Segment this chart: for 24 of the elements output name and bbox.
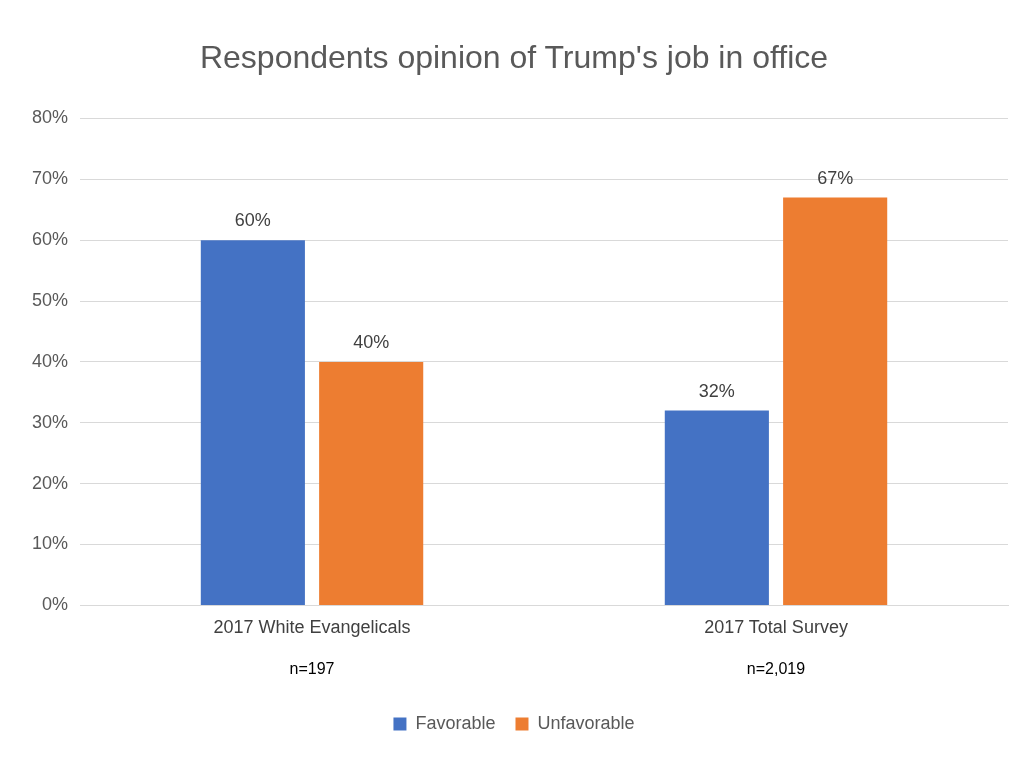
bar: [783, 197, 888, 605]
bar: [200, 240, 305, 605]
y-tick-label: 0%: [42, 594, 69, 615]
chart-title: Respondents opinion of Trump's job in office: [199, 39, 829, 76]
x-tick-label: 2017 Total Survey: [704, 617, 848, 638]
text: n=197: [289, 659, 335, 677]
y-tick-label: 50%: [32, 289, 69, 310]
bar: [664, 410, 769, 605]
data-label: 32%: [698, 380, 735, 401]
data-label: 40%: [353, 331, 390, 352]
bar: [319, 361, 424, 605]
y-tick-label: 80%: [32, 107, 69, 128]
y-tick-label: 30%: [32, 411, 69, 432]
data-label: 60%: [234, 210, 271, 231]
y-tick-label: 70%: [32, 168, 69, 189]
y-tick-label: 20%: [32, 472, 69, 493]
x-tick-label: 2017 White Evangelicals: [213, 617, 411, 638]
text: n=2,019: [746, 659, 806, 677]
data-label: 67%: [817, 167, 854, 188]
legend-label: Unfavorable: [537, 712, 635, 733]
legend-label: Favorable: [415, 712, 496, 733]
y-tick-label: 10%: [32, 533, 69, 554]
y-tick-label: 60%: [32, 229, 69, 250]
y-tick-label: 40%: [32, 350, 69, 371]
